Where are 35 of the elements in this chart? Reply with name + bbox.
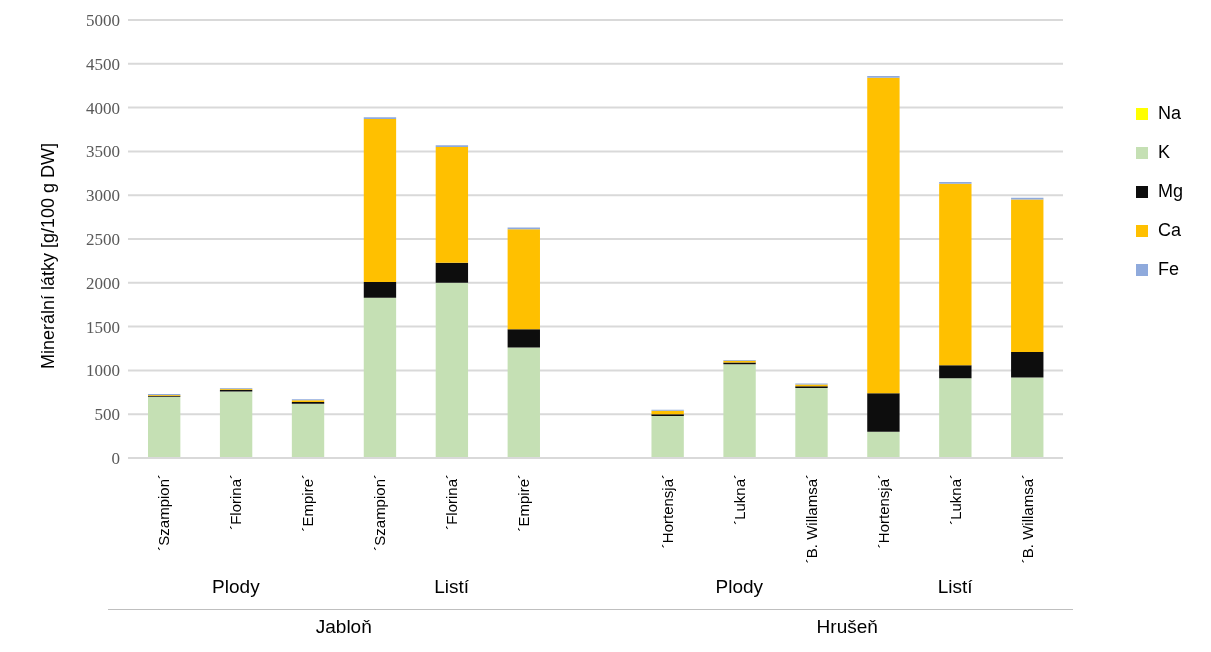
text: Plody — [211, 576, 261, 598]
x-tick-label: ´Szampion´ — [371, 474, 389, 551]
text: Listí — [433, 576, 471, 598]
x-tick-label: ´Lukna´ — [730, 474, 748, 525]
y-tick-label: 1500 — [86, 317, 120, 337]
y-tick-label: 3500 — [86, 142, 120, 162]
y-tick-label: 4000 — [86, 98, 120, 118]
text: Listí — [936, 576, 974, 598]
x-tick-label: ´Hortensja´ — [874, 474, 892, 549]
legend-label: Mg — [1157, 181, 1183, 202]
y-tick-label: 5000 — [86, 11, 120, 31]
x-tick-label: ´Empire´ — [515, 474, 533, 532]
y-tick-label: 2500 — [86, 230, 120, 250]
text: Plody — [714, 576, 765, 598]
x-tick-label: ´Florina´ — [227, 474, 245, 530]
y-tick-label: 2000 — [86, 273, 120, 293]
x-tick-label: ´Empire´ — [299, 474, 317, 532]
x-tick-label: ´Florina´ — [443, 474, 461, 530]
legend-label: Na — [1157, 103, 1181, 124]
legend-label: Fe — [1157, 259, 1179, 280]
y-tick-label: 0 — [111, 449, 120, 469]
text: Jabloň — [314, 616, 373, 638]
y-axis-title: Minerální látky [g/100 g DW] — [38, 142, 59, 369]
x-tick-label: ´Hortensja´ — [658, 474, 676, 549]
x-tick-label: ´Szampion´ — [155, 474, 173, 551]
legend-label: Ca — [1157, 220, 1181, 241]
x-tick-label: ´B. Willamsa´ — [1018, 474, 1036, 564]
text: Hrušeň — [815, 616, 879, 638]
x-tick-label: ´Lukna´ — [946, 474, 964, 525]
legend-label: K — [1157, 142, 1170, 163]
x-tick-label: ´B. Willamsa´ — [802, 474, 820, 564]
y-tick-label: 1000 — [86, 361, 120, 381]
y-tick-label: 500 — [94, 405, 120, 425]
y-tick-label: 3000 — [86, 186, 120, 206]
y-tick-label: 4500 — [86, 54, 120, 74]
